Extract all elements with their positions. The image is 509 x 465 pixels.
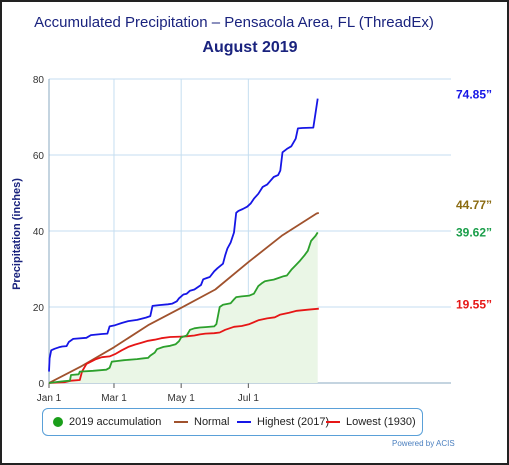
series-line-2019 xyxy=(48,231,319,384)
chart-title: Accumulated Precipitation – Pensacola Ar… xyxy=(34,14,434,31)
series-line-lowest xyxy=(48,307,319,384)
series-line-highest xyxy=(48,98,319,372)
credits-link[interactable]: Powered by ACIS xyxy=(392,439,455,448)
legend-label-normal: Normal xyxy=(194,416,230,428)
legend-label-highest: Highest (2017) xyxy=(257,416,330,428)
blue-line-icon xyxy=(237,421,251,423)
legend-label-lowest: Lowest (1930) xyxy=(346,416,416,428)
legend-item-2019[interactable]: 2019 accumulation xyxy=(53,409,161,435)
end-label-normal: 44.77” xyxy=(456,198,492,212)
chart-subtitle: August 2019 xyxy=(202,39,297,56)
legend-label-2019: 2019 accumulation xyxy=(69,416,162,428)
x-tick-label: Jul 1 xyxy=(238,393,260,404)
series-line-normal xyxy=(48,212,320,384)
y-tick-label: 60 xyxy=(33,151,45,162)
end-label-lowest: 19.55” xyxy=(456,298,492,312)
y-tick-label: 40 xyxy=(33,227,45,238)
end-label-highest: 74.85” xyxy=(456,88,492,102)
x-tick-label: Mar 1 xyxy=(101,393,127,404)
green-dot-icon xyxy=(53,417,63,427)
red-line-icon xyxy=(326,421,340,423)
x-tick-label: May 1 xyxy=(168,393,196,404)
legend: 2019 accumulation Normal Highest (2017) … xyxy=(42,408,423,436)
plot-area: 0 20 40 60 80 Jan 1 Mar 1 May 1 Jul 1 39.62” 44.77… xyxy=(33,75,492,404)
y-tick-label: 80 xyxy=(33,75,45,86)
brown-line-icon xyxy=(174,421,188,423)
end-label-2019: 39.62” xyxy=(456,225,492,239)
x-tick-label: Jan 1 xyxy=(37,393,62,404)
legend-item-lowest[interactable]: Lowest (1930) xyxy=(326,409,416,435)
y-tick-label: 0 xyxy=(38,379,44,390)
series-area-2019 xyxy=(49,232,318,383)
legend-item-normal[interactable]: Normal xyxy=(174,409,229,435)
y-tick-label: 20 xyxy=(33,303,45,314)
legend-item-highest[interactable]: Highest (2017) xyxy=(237,409,329,435)
y-axis-label: Precipitation (inches) xyxy=(11,178,23,290)
